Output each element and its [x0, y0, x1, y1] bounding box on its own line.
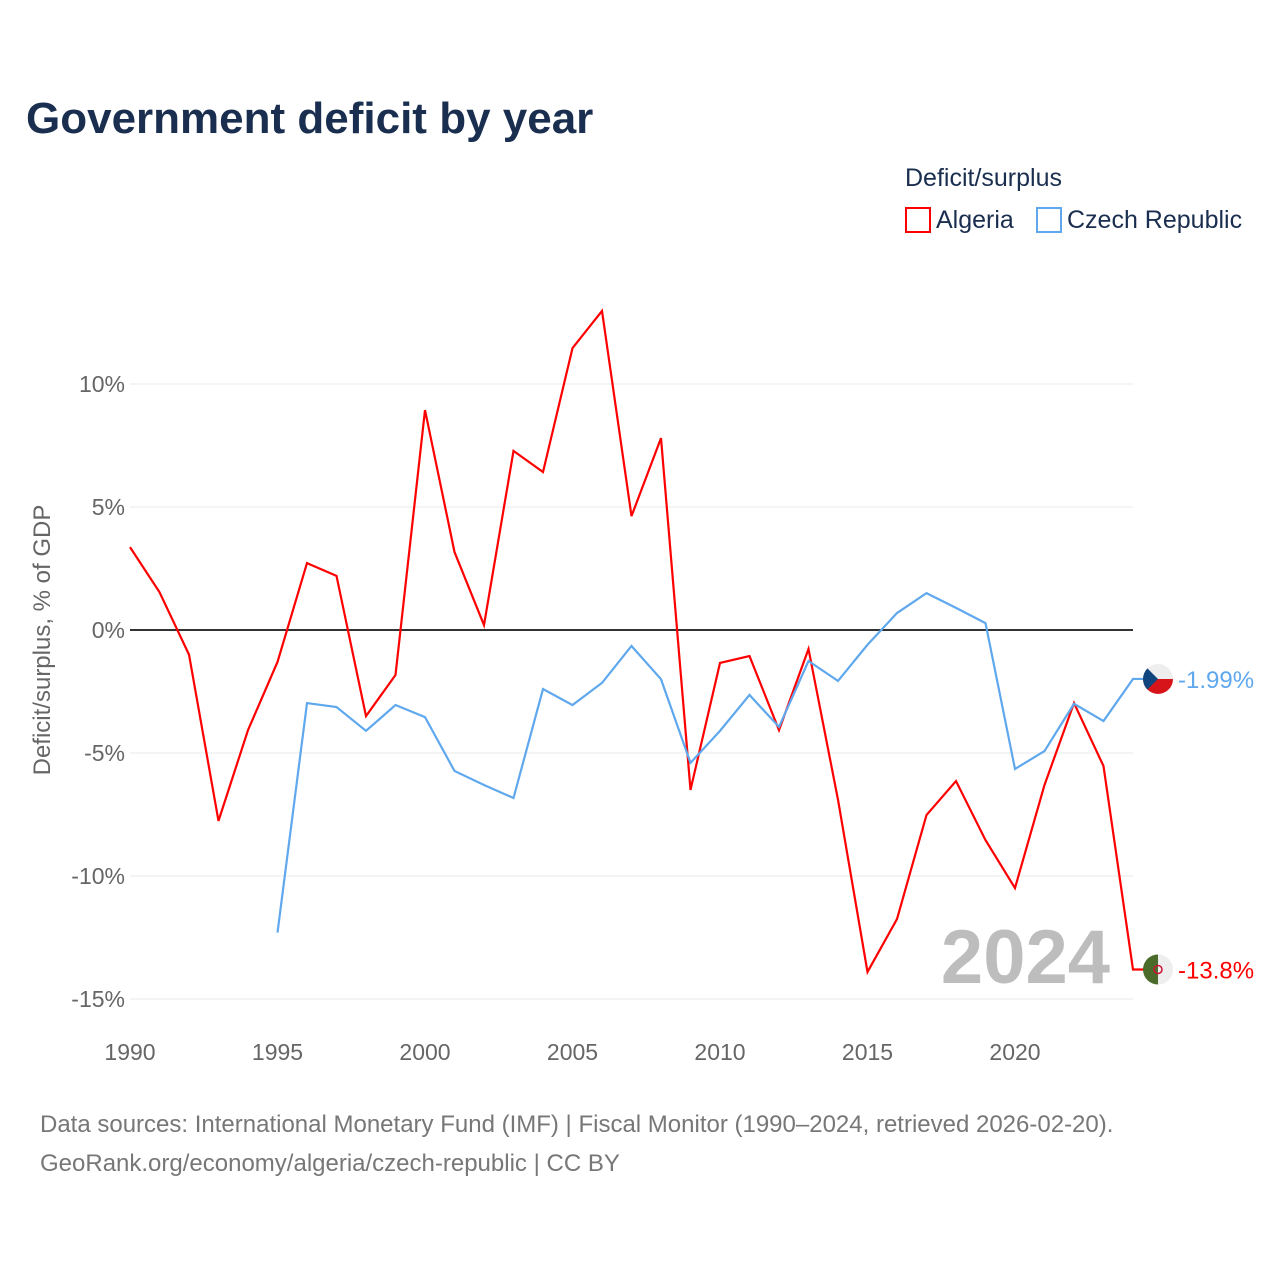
- legend-item-algeria[interactable]: Algeria: [905, 206, 1014, 234]
- year-watermark: 2024: [941, 915, 1110, 1000]
- series-line-czech-republic: [276, 591, 1145, 933]
- y-axis-label: Deficit/surplus, % of GDP: [29, 505, 56, 776]
- chart-title: Government deficit by year: [26, 94, 593, 143]
- footer-sources: Data sources: International Monetary Fun…: [40, 1111, 1113, 1138]
- flag-icon-czech-republic: [1143, 663, 1173, 694]
- x-tick-label: 1995: [252, 1039, 303, 1065]
- y-tick-label: -15%: [71, 986, 125, 1012]
- x-tick-label: 2000: [399, 1039, 450, 1065]
- end-value-label: -13.8%: [1178, 957, 1254, 984]
- legend-label-czech: Czech Republic: [1067, 206, 1242, 234]
- end-value-label: -1.99%: [1178, 667, 1254, 694]
- legend-item-czech-republic[interactable]: Czech Republic: [1036, 206, 1242, 234]
- x-tick-label: 2005: [547, 1039, 598, 1065]
- y-tick-label: 0%: [92, 617, 125, 643]
- x-tick-label: 2010: [694, 1039, 745, 1065]
- y-tick-label: 5%: [92, 494, 125, 520]
- series-line-algeria: [129, 308, 1145, 976]
- legend-title: Deficit/surplus: [905, 164, 1062, 192]
- legend-swatch-algeria: [905, 207, 931, 233]
- legend-swatch-czech: [1036, 207, 1062, 233]
- x-tick-label: 2020: [989, 1039, 1040, 1065]
- footer-link[interactable]: GeoRank.org/economy/algeria/czech-republ…: [40, 1150, 620, 1177]
- y-tick-label: -5%: [84, 740, 125, 766]
- flag-icon-algeria: [1143, 954, 1174, 985]
- y-tick-label: -10%: [71, 863, 125, 889]
- x-tick-label: 1990: [104, 1039, 155, 1065]
- legend-label-algeria: Algeria: [936, 206, 1014, 234]
- y-tick-label: 10%: [79, 371, 125, 397]
- x-tick-label: 2015: [842, 1039, 893, 1065]
